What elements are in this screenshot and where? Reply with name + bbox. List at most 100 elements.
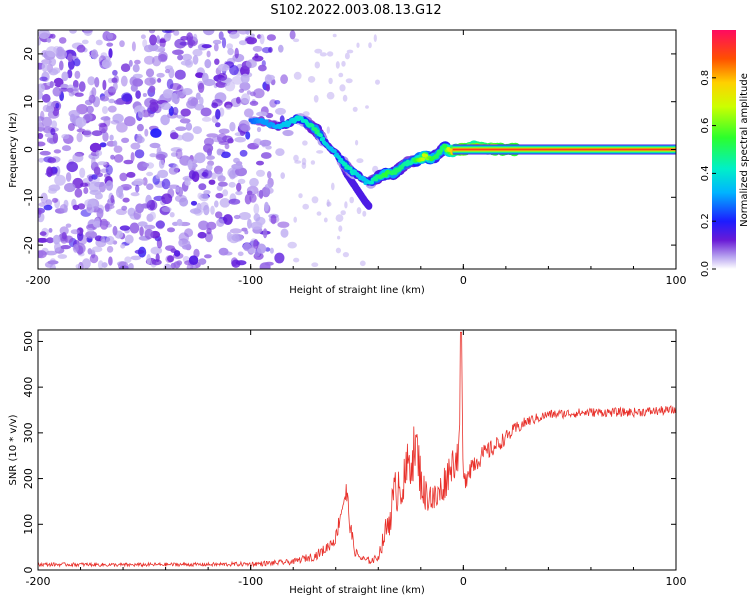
- snr-x-label: Height of straight line (km): [289, 585, 425, 596]
- noise-blob: [48, 184, 61, 192]
- noise-blob: [314, 61, 320, 69]
- noise-blob: [55, 49, 67, 60]
- noise-blob: [313, 95, 319, 103]
- noise-blob: [168, 67, 175, 79]
- noise-blob: [211, 172, 217, 180]
- noise-blob: [73, 58, 81, 67]
- noise-blob: [50, 128, 56, 136]
- noise-blob: [70, 229, 80, 235]
- noise-blob: [239, 149, 248, 157]
- noise-blob: [172, 163, 179, 174]
- noise-blob: [270, 214, 277, 225]
- noise-blob: [169, 212, 175, 218]
- noise-blob: [102, 106, 108, 114]
- noise-blob: [187, 159, 193, 171]
- noise-blob: [124, 116, 136, 127]
- noise-blob: [323, 217, 328, 223]
- noise-blob: [341, 60, 346, 67]
- noise-blob: [67, 53, 73, 63]
- noise-blob: [197, 192, 203, 200]
- noise-blob: [107, 32, 114, 40]
- ridge-cell: [438, 148, 444, 153]
- noise-blob: [48, 228, 53, 233]
- noise-blob: [49, 81, 54, 88]
- noise-blob: [64, 235, 74, 243]
- noise-blob: [338, 72, 344, 78]
- noise-blob: [231, 163, 243, 170]
- noise-blob: [74, 188, 83, 198]
- noise-blob: [72, 153, 84, 163]
- colorbar-gradient: [712, 30, 736, 269]
- noise-blob: [265, 84, 270, 92]
- noise-blob: [130, 152, 135, 162]
- snr-y-label: SNR (10 * v/v): [8, 414, 19, 485]
- noise-blob: [316, 150, 324, 154]
- noise-blob: [269, 247, 274, 254]
- noise-blob: [81, 39, 89, 45]
- noise-blob: [275, 148, 285, 157]
- noise-blob: [215, 109, 221, 120]
- noise-blob: [119, 40, 125, 48]
- y-tick-label: 20: [22, 47, 35, 61]
- noise-blob: [90, 49, 99, 60]
- noise-blob: [240, 73, 250, 84]
- noise-blob: [76, 104, 88, 115]
- ridge-cell: [318, 133, 323, 138]
- snr-series-line: [38, 331, 676, 568]
- noise-blob: [105, 235, 115, 245]
- ridge-cell: [348, 166, 353, 171]
- noise-blob: [91, 87, 97, 97]
- noise-blob: [172, 106, 179, 116]
- noise-blob: [266, 34, 276, 41]
- noise-blob: [222, 189, 229, 197]
- noise-blob: [224, 81, 236, 92]
- noise-blob: [72, 79, 79, 89]
- noise-blob: [175, 148, 183, 160]
- noise-blob: [59, 226, 69, 236]
- noise-blob: [39, 150, 51, 156]
- noise-blob: [89, 254, 99, 264]
- noise-blob: [38, 117, 42, 124]
- noise-blob: [142, 177, 148, 186]
- spectrogram-x-label: Height of straight line (km): [289, 285, 425, 296]
- noise-blob: [310, 160, 316, 165]
- noise-blob: [356, 207, 362, 215]
- noise-blob: [186, 32, 194, 42]
- snr-frame: [37, 329, 677, 571]
- noise-blob: [88, 181, 100, 193]
- noise-blob: [239, 81, 251, 91]
- noise-blob: [59, 60, 64, 71]
- noise-blob: [108, 256, 113, 266]
- noise-blob: [250, 33, 255, 38]
- x-tick-label: -100: [238, 575, 263, 588]
- noise-blob: [259, 139, 272, 147]
- noise-blob: [146, 254, 151, 265]
- noise-blob: [293, 216, 298, 223]
- noise-blob: [136, 133, 143, 144]
- noise-blob: [98, 123, 108, 134]
- noise-blob: [53, 149, 62, 154]
- noise-blob: [337, 235, 341, 240]
- noise-blob: [132, 78, 144, 87]
- noise-blob: [102, 79, 107, 91]
- noise-blob: [214, 58, 220, 65]
- noise-blob: [48, 57, 57, 67]
- noise-blob: [120, 243, 126, 249]
- noise-blob: [293, 257, 300, 263]
- noise-blob: [167, 227, 175, 233]
- ridge-cell: [369, 180, 374, 185]
- noise-blob: [206, 155, 215, 160]
- noise-blob: [237, 251, 244, 257]
- noise-blob: [124, 256, 132, 264]
- colorbar-tick-label: 0.0: [700, 261, 711, 277]
- ridge-cell: [332, 149, 337, 154]
- noise-blob: [159, 37, 166, 49]
- noise-blob: [197, 82, 205, 94]
- noise-blob: [55, 102, 60, 109]
- noise-blob: [75, 117, 87, 128]
- noise-blob: [113, 145, 123, 153]
- noise-blob: [149, 153, 157, 158]
- noise-blob: [173, 250, 181, 257]
